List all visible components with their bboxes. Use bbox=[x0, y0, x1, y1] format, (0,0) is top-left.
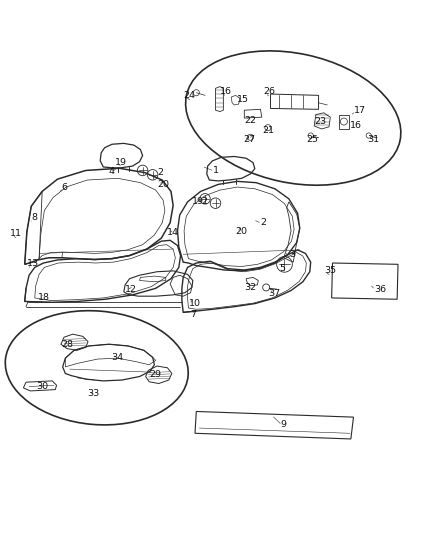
Text: 24: 24 bbox=[183, 91, 195, 100]
Text: 21: 21 bbox=[263, 126, 275, 135]
Text: 11: 11 bbox=[11, 229, 22, 238]
Text: 3: 3 bbox=[289, 250, 295, 259]
Text: 5: 5 bbox=[279, 264, 285, 273]
Text: 2: 2 bbox=[261, 219, 266, 228]
Text: 31: 31 bbox=[367, 134, 380, 143]
Text: 35: 35 bbox=[324, 266, 336, 276]
Text: 18: 18 bbox=[38, 293, 50, 302]
Text: 30: 30 bbox=[36, 382, 49, 391]
Text: 14: 14 bbox=[166, 228, 179, 237]
Text: 2: 2 bbox=[157, 168, 163, 177]
Text: 1: 1 bbox=[212, 166, 219, 175]
Text: 20: 20 bbox=[157, 180, 169, 189]
Text: 20: 20 bbox=[236, 227, 247, 236]
Text: 6: 6 bbox=[62, 182, 68, 191]
Text: 13: 13 bbox=[27, 259, 39, 268]
Text: 16: 16 bbox=[220, 87, 232, 96]
Text: 26: 26 bbox=[264, 87, 276, 96]
Text: 34: 34 bbox=[111, 353, 123, 362]
Text: 23: 23 bbox=[314, 117, 326, 126]
Text: 2: 2 bbox=[201, 197, 208, 206]
Text: 25: 25 bbox=[306, 135, 318, 144]
Text: 27: 27 bbox=[243, 135, 255, 144]
Text: 15: 15 bbox=[237, 95, 248, 104]
Text: 29: 29 bbox=[149, 370, 161, 379]
Text: 7: 7 bbox=[191, 310, 197, 319]
Text: 16: 16 bbox=[350, 122, 362, 131]
Text: 4: 4 bbox=[109, 167, 115, 176]
Text: 17: 17 bbox=[354, 106, 366, 115]
Text: 12: 12 bbox=[125, 285, 137, 294]
Text: 10: 10 bbox=[188, 299, 201, 308]
Text: 19: 19 bbox=[115, 158, 127, 167]
Text: 33: 33 bbox=[87, 390, 99, 399]
Text: 32: 32 bbox=[244, 283, 256, 292]
Text: 22: 22 bbox=[244, 116, 256, 125]
Text: 9: 9 bbox=[280, 420, 286, 429]
Text: 36: 36 bbox=[374, 285, 387, 294]
Text: 19: 19 bbox=[192, 197, 204, 206]
Text: 37: 37 bbox=[268, 289, 280, 298]
Text: 28: 28 bbox=[61, 340, 73, 349]
Text: 8: 8 bbox=[31, 213, 37, 222]
